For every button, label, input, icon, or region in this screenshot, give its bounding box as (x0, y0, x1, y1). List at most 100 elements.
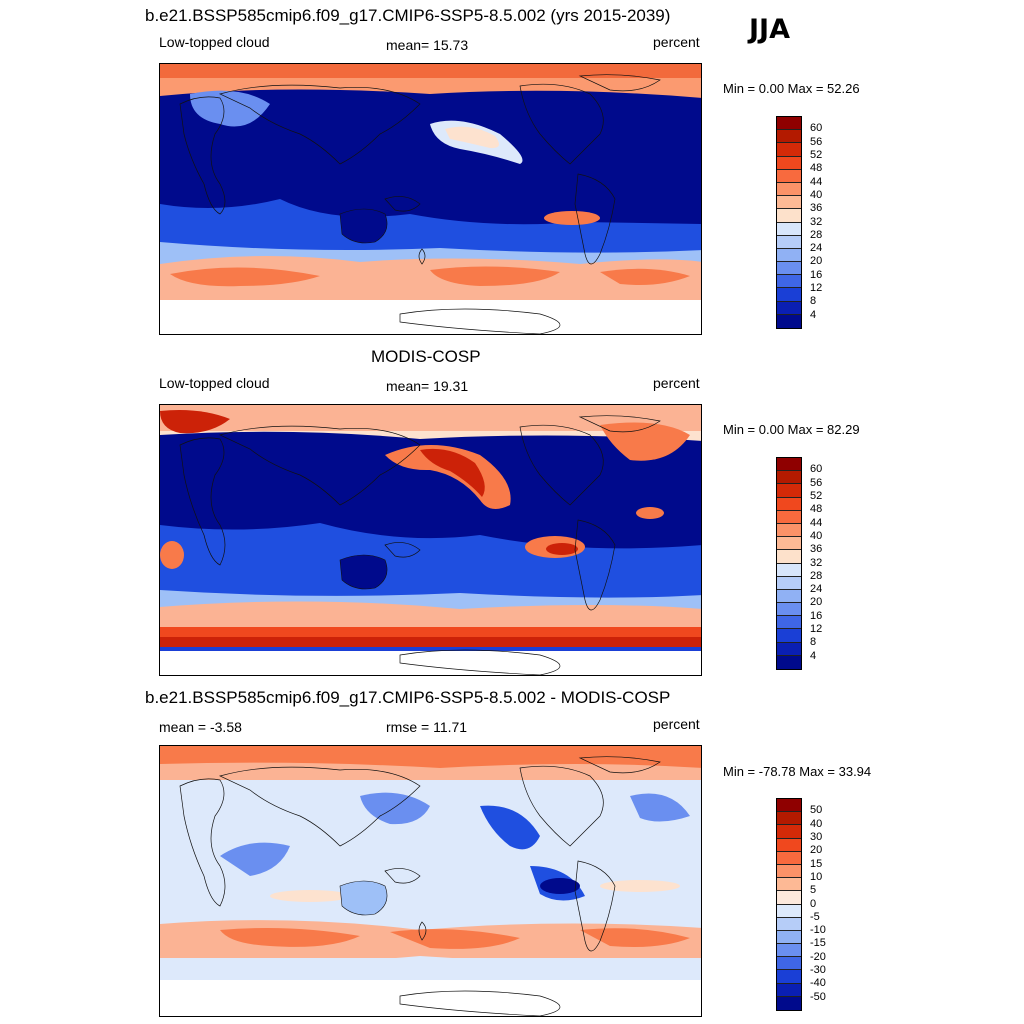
colorbar-swatch (777, 222, 801, 236)
colorbar-swatch (777, 471, 801, 485)
colorbar-tick-label: 16 (810, 609, 823, 622)
colorbar-swatch (777, 288, 801, 302)
colorbar-swatch (777, 576, 801, 590)
colorbar-swatch (777, 864, 801, 879)
colorbar-swatch (777, 143, 801, 157)
colorbar-tick-label: 4 (810, 308, 817, 321)
colorbar-swatch (777, 825, 801, 839)
colorbar-tick-label: 12 (810, 623, 823, 636)
panel-1-variable-label: Low-topped cloud (159, 34, 270, 50)
panel-2-map (159, 404, 702, 676)
colorbar-tick-label: 40 (810, 529, 823, 542)
colorbar-swatch (777, 642, 801, 656)
colorbar-tick-label: -40 (810, 977, 826, 990)
colorbar-tick-label: 50 (810, 804, 823, 817)
colorbar-swatch (777, 117, 801, 131)
colorbar-tick-label: 28 (810, 228, 823, 241)
colorbar-swatch (777, 904, 801, 918)
panel-1-title: b.e21.BSSP585cmip6.f09_g17.CMIP6-SSP5-8.… (145, 6, 671, 25)
panel-2-colorbar (776, 457, 802, 670)
colorbar-tick-label: 52 (810, 148, 823, 161)
colorbar-swatch (777, 196, 801, 210)
colorbar-tick-label: 20 (810, 255, 823, 268)
colorbar-swatch (777, 944, 801, 958)
colorbar-swatch (777, 248, 801, 263)
panel-1-map (159, 63, 702, 335)
panel-3-minmax: Min = -78.78 Max = 33.94 (723, 764, 872, 779)
colorbar-tick-label: 28 (810, 569, 823, 582)
colorbar-tick-label: -20 (810, 950, 826, 963)
colorbar-tick-label: 48 (810, 503, 823, 516)
colorbar-tick-label: 56 (810, 476, 823, 489)
season-label: JJA (749, 14, 790, 45)
colorbar-swatch (777, 996, 801, 1010)
colorbar-tick-label: 8 (810, 636, 817, 649)
panel-2-variable-label: Low-topped cloud (159, 375, 270, 391)
colorbar-swatch (777, 812, 801, 826)
colorbar-swatch (777, 262, 801, 276)
colorbar-tick-label: 30 (810, 830, 823, 843)
colorbar-swatch (777, 301, 801, 315)
colorbar-swatch (777, 838, 801, 852)
colorbar-swatch (777, 603, 801, 617)
colorbar-tick-label: 0 (810, 897, 817, 910)
panel-2-mean-label: mean= 19.31 (386, 378, 469, 394)
panel-3-title: b.e21.BSSP585cmip6.f09_g17.CMIP6-SSP5-8.… (145, 688, 671, 707)
colorbar-swatch (777, 616, 801, 630)
colorbar-swatch (777, 799, 801, 813)
colorbar-tick-label: 12 (810, 282, 823, 295)
colorbar-swatch (777, 957, 801, 971)
colorbar-tick-label: 4 (810, 649, 817, 662)
colorbar-swatch (777, 169, 801, 183)
colorbar-swatch (777, 930, 801, 945)
colorbar-tick-label: 60 (810, 463, 823, 476)
colorbar-swatch (777, 510, 801, 524)
colorbar-tick-label: 36 (810, 202, 823, 215)
colorbar-swatch (777, 878, 801, 892)
colorbar-tick-label: 40 (810, 817, 823, 830)
panel-2-minmax: Min = 0.00 Max = 82.29 (723, 422, 860, 437)
panel-1-units-label: percent (653, 34, 700, 50)
colorbar-swatch (777, 917, 801, 931)
colorbar-tick-label: 24 (810, 242, 823, 255)
colorbar-swatch (777, 563, 801, 577)
colorbar-tick-label: 15 (810, 857, 823, 870)
colorbar-tick-label: -15 (810, 937, 826, 950)
panel-1-minmax: Min = 0.00 Max = 52.26 (723, 81, 860, 96)
colorbar-swatch (777, 497, 801, 511)
colorbar-swatch (777, 182, 801, 197)
colorbar-swatch (777, 235, 801, 249)
panel-1-mean-label: mean= 15.73 (386, 37, 469, 53)
colorbar-swatch (777, 629, 801, 643)
colorbar-swatch (777, 589, 801, 604)
colorbar-swatch (777, 156, 801, 170)
colorbar-tick-label: 32 (810, 215, 823, 228)
colorbar-swatch (777, 655, 801, 669)
panel-3-colorbar (776, 798, 802, 1011)
colorbar-tick-label: 5 (810, 884, 817, 897)
colorbar-swatch (777, 970, 801, 984)
colorbar-swatch (777, 484, 801, 498)
colorbar-tick-label: 44 (810, 175, 823, 188)
colorbar-tick-label: 24 (810, 583, 823, 596)
colorbar-tick-label: 32 (810, 556, 823, 569)
colorbar-tick-label: 52 (810, 489, 823, 502)
panel-3-map (159, 745, 702, 1017)
colorbar-tick-label: 56 (810, 135, 823, 148)
colorbar-tick-label: -30 (810, 964, 826, 977)
colorbar-swatch (777, 537, 801, 551)
colorbar-tick-label: 20 (810, 596, 823, 609)
panel-1-colorbar (776, 116, 802, 329)
panel-3-mean-label: mean = -3.58 (159, 719, 242, 735)
colorbar-swatch (777, 891, 801, 905)
colorbar-tick-label: 44 (810, 516, 823, 529)
colorbar-tick-label: 8 (810, 295, 817, 308)
panel-2-units-label: percent (653, 375, 700, 391)
colorbar-tick-label: 10 (810, 870, 823, 883)
colorbar-swatch (777, 209, 801, 223)
colorbar-tick-label: -50 (810, 990, 826, 1003)
colorbar-tick-label: -5 (810, 910, 820, 923)
colorbar-tick-label: 40 (810, 188, 823, 201)
colorbar-tick-label: 16 (810, 268, 823, 281)
colorbar-tick-label: -10 (810, 924, 826, 937)
